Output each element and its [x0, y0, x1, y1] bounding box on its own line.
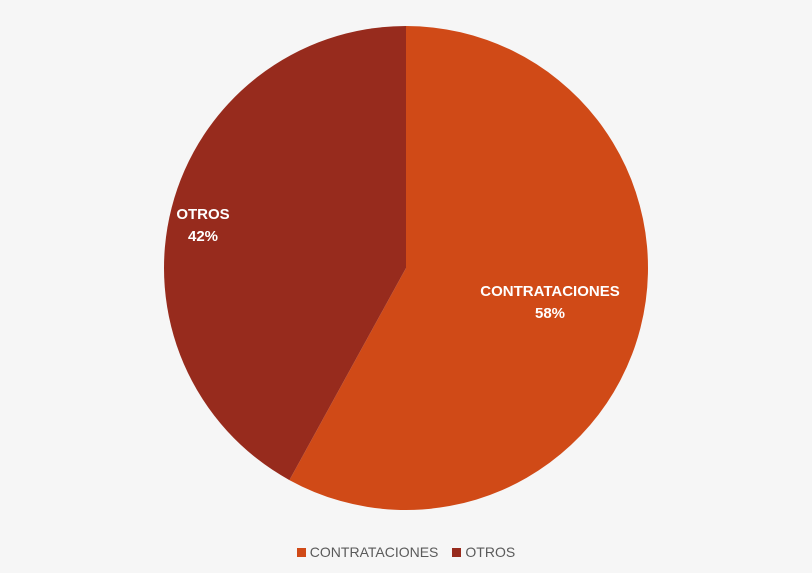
pie-slice-contrataciones — [289, 26, 648, 510]
legend-swatch-otros — [452, 547, 462, 557]
legend-label-contrataciones: CONTRATACIONES — [309, 544, 439, 560]
slice-label-value-otros: 42% — [188, 228, 218, 245]
legend: CONTRATACIONES OTROS — [0, 541, 812, 563]
legend-item-otros: OTROS — [452, 544, 515, 560]
legend-swatch-contrataciones — [296, 547, 306, 557]
slice-label-value-contrataciones: 58% — [535, 305, 565, 322]
slice-label-name-otros: OTROS — [176, 206, 229, 223]
legend-label-otros: OTROS — [465, 544, 516, 560]
slice-label-name-contrataciones: CONTRATACIONES — [480, 283, 619, 300]
legend-item-contrataciones: CONTRATACIONES — [296, 544, 439, 560]
pie-slice-otros — [164, 26, 406, 481]
